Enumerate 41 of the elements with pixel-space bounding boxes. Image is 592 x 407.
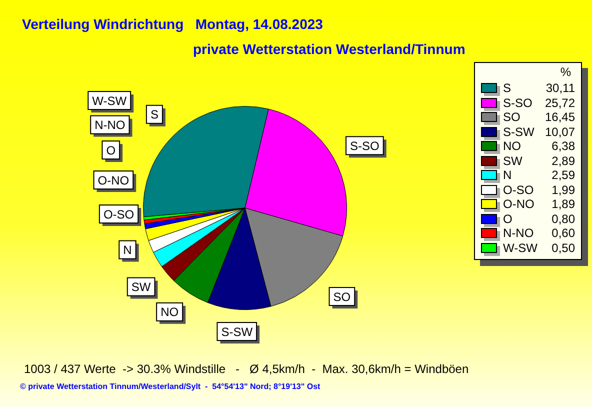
legend-label: W-SW xyxy=(503,240,538,255)
category-label: N xyxy=(123,243,132,258)
data-label: 6,38 xyxy=(552,139,576,154)
legend-label: O-SO xyxy=(503,182,535,197)
category-label: N-NO xyxy=(94,118,126,132)
data-label: 25,72 xyxy=(544,96,576,110)
slice-label: NO xyxy=(160,305,179,320)
data-label: 2,59 xyxy=(552,168,576,182)
text: © private Wetterstation Tinnum/Westerland/Sylt - 54°54'13" Nord; 8°19'13" Ost xyxy=(20,382,320,391)
category-label: W-SW xyxy=(92,94,127,108)
chart-subtitle: private Wetterstation Westerland/Tinnum xyxy=(193,41,466,57)
data-label: 10,07 xyxy=(544,124,576,139)
legend-title: % xyxy=(559,65,572,81)
legend-label: O-NO xyxy=(503,197,536,212)
legend-label: N-NO xyxy=(503,226,535,240)
legend-label: S-SO xyxy=(503,96,534,110)
data-label: 1,99 xyxy=(552,182,576,197)
data-label: 0,80 xyxy=(552,212,576,226)
data-label: 30,11 xyxy=(546,81,576,96)
chart-title: Verteilung Windrichtung Montag, 14.08.2023 xyxy=(22,16,323,32)
slice-label: SW xyxy=(131,280,152,294)
legend-label: SW xyxy=(503,154,524,168)
data-label: 16,45 xyxy=(544,110,576,124)
slice-label: S-SO xyxy=(350,138,380,153)
slice-label: S-SW xyxy=(221,324,254,339)
legend-label: O xyxy=(503,212,514,226)
category-label: O-NO xyxy=(98,173,130,188)
text: 1003 / 437 Werte -> 30.3% Windstille - Ø 4,5km/h - Max. 30,6km/h = Windböen xyxy=(24,362,469,376)
slice-label: S xyxy=(150,108,158,122)
data-label: 0,50 xyxy=(552,240,576,255)
legend-label: S-SW xyxy=(503,124,536,139)
category-label: O-SO xyxy=(103,207,134,222)
data-label: 0,60 xyxy=(552,226,576,240)
data-label: 1,89 xyxy=(552,197,576,212)
category-label: O xyxy=(106,143,116,158)
legend-label: SO xyxy=(503,110,522,124)
data-label: 2,89 xyxy=(552,154,576,168)
legend-label: N xyxy=(503,168,513,182)
legend-label: NO xyxy=(503,139,522,154)
slice-label: SO xyxy=(333,290,351,304)
legend-label: S xyxy=(503,81,512,96)
